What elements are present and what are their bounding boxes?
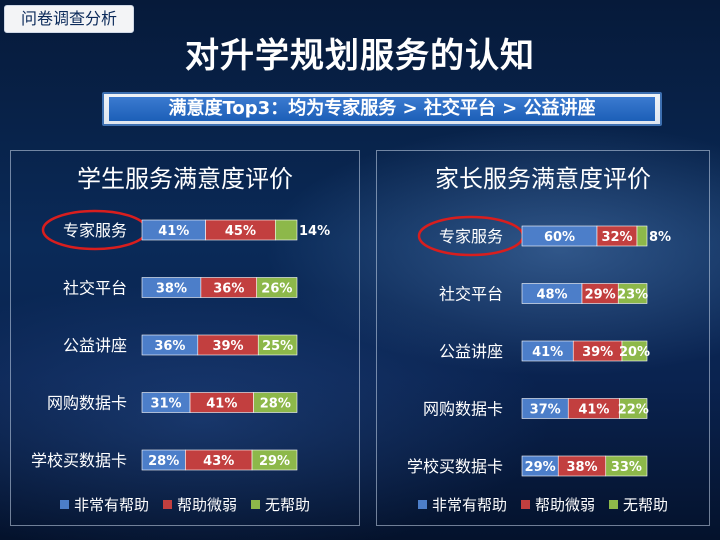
data-label: 8%: [649, 230, 671, 245]
data-label: 43%: [203, 454, 234, 469]
data-label: 45%: [225, 224, 256, 239]
bar-segment: [274, 219, 298, 241]
category-label: 专家服务: [439, 227, 503, 246]
bar-segment: [253, 392, 298, 413]
summary-banner: 满意度Top3：均为专家服务 > 社交平台 > 公益讲座: [102, 92, 662, 126]
data-label: 41%: [206, 397, 237, 412]
data-label: 22%: [618, 403, 649, 418]
legend-swatch: [59, 500, 69, 509]
legend-swatch: [520, 500, 530, 509]
legend-label: 无帮助: [623, 496, 669, 514]
legend-item: 帮助微弱: [162, 494, 237, 515]
category-label: 专家服务: [63, 221, 127, 240]
summary-text: 满意度Top3：均为专家服务 > 社交平台 > 公益讲座: [109, 97, 655, 121]
data-label: 14%: [299, 224, 330, 239]
chart-legend: 非常有帮助 帮助微弱 无帮助: [377, 494, 709, 515]
legend-swatch: [162, 500, 172, 509]
data-label: 23%: [617, 288, 648, 303]
bar-segment: [256, 277, 298, 298]
bar-segment: [621, 340, 648, 362]
legend-swatch: [417, 500, 427, 509]
data-label: 41%: [578, 403, 609, 418]
legend-item: 无帮助: [609, 494, 668, 515]
data-label: 37%: [530, 403, 561, 418]
chart-legend: 非常有帮助 帮助微弱 无帮助: [11, 494, 359, 515]
chart-title: 学生服务满意度评价: [77, 165, 293, 193]
data-label: 29%: [525, 460, 556, 475]
legend-swatch: [251, 500, 260, 509]
bar-segment: [636, 225, 648, 247]
data-label: 39%: [212, 339, 243, 354]
legend-item: 帮助微弱: [520, 494, 595, 515]
data-label: 38%: [156, 282, 187, 297]
chart-title: 家长服务满意度评价: [435, 165, 651, 193]
data-label: 41%: [158, 224, 189, 239]
data-label: 28%: [260, 397, 291, 412]
category-label: 社交平台: [63, 279, 127, 298]
data-label: 31%: [150, 397, 181, 412]
data-label: 36%: [213, 282, 244, 297]
bar-segment: [257, 334, 298, 356]
data-label: 36%: [154, 339, 185, 354]
data-label: 38%: [566, 460, 597, 475]
bar-segment: [619, 398, 648, 419]
data-label: 33%: [611, 460, 642, 475]
legend-item: 非常有帮助: [59, 494, 149, 515]
parent-chart-panel: 家长服务满意度评价 专家服务 60% 32% 8% 社交平台 48% 29% 23% 公益讲座 4…: [376, 150, 710, 526]
student-chart-panel: 学生服务满意度评价 专家服务 41% 45% 14% 社交平台 38% 36% 26% 公益讲座…: [10, 150, 360, 526]
category-label: 社交平台: [439, 285, 503, 304]
category-label: 网购数据卡: [423, 400, 503, 419]
legend-label: 非常有帮助: [431, 496, 507, 514]
bar-segment: [251, 449, 298, 471]
legend-label: 无帮助: [265, 496, 311, 514]
legend-swatch: [609, 500, 618, 509]
category-label: 公益讲座: [439, 342, 503, 361]
bar-segment: [605, 455, 648, 477]
category-label: 公益讲座: [63, 336, 127, 355]
parent-chart: 专家服务 60% 32% 8%社交平台 48% 29% 23%公益讲座 41% 39% 20%网购…: [407, 215, 671, 477]
data-label: 29%: [585, 288, 616, 303]
category-label: 网购数据卡: [47, 394, 127, 413]
category-label: 学校买数据卡: [407, 457, 503, 476]
data-label: 41%: [532, 345, 563, 360]
data-label: 20%: [619, 345, 650, 360]
legend-item: 非常有帮助: [417, 494, 507, 515]
data-label: 48%: [536, 288, 567, 303]
legend-label: 帮助微弱: [176, 496, 237, 514]
legend-label: 非常有帮助: [73, 496, 149, 514]
section-tag: 问卷调查分析: [4, 5, 134, 33]
data-label: 26%: [261, 282, 292, 297]
student-chart: 专家服务 41% 45% 14% 社交平台 38% 36% 26% 公益讲座 36% 39% 25% 网…: [31, 209, 330, 471]
data-label: 60%: [544, 230, 575, 245]
data-label: 25%: [262, 339, 293, 354]
category-label: 学校买数据卡: [31, 451, 127, 470]
slide-title: 对升学规划服务的认知: [185, 36, 535, 76]
legend-label: 帮助微弱: [534, 496, 595, 514]
legend-item: 无帮助: [251, 494, 310, 515]
data-label: 28%: [148, 454, 179, 469]
data-label: 29%: [259, 454, 290, 469]
data-label: 32%: [601, 230, 632, 245]
data-label: 39%: [582, 345, 613, 360]
bar-segment: [617, 283, 648, 304]
